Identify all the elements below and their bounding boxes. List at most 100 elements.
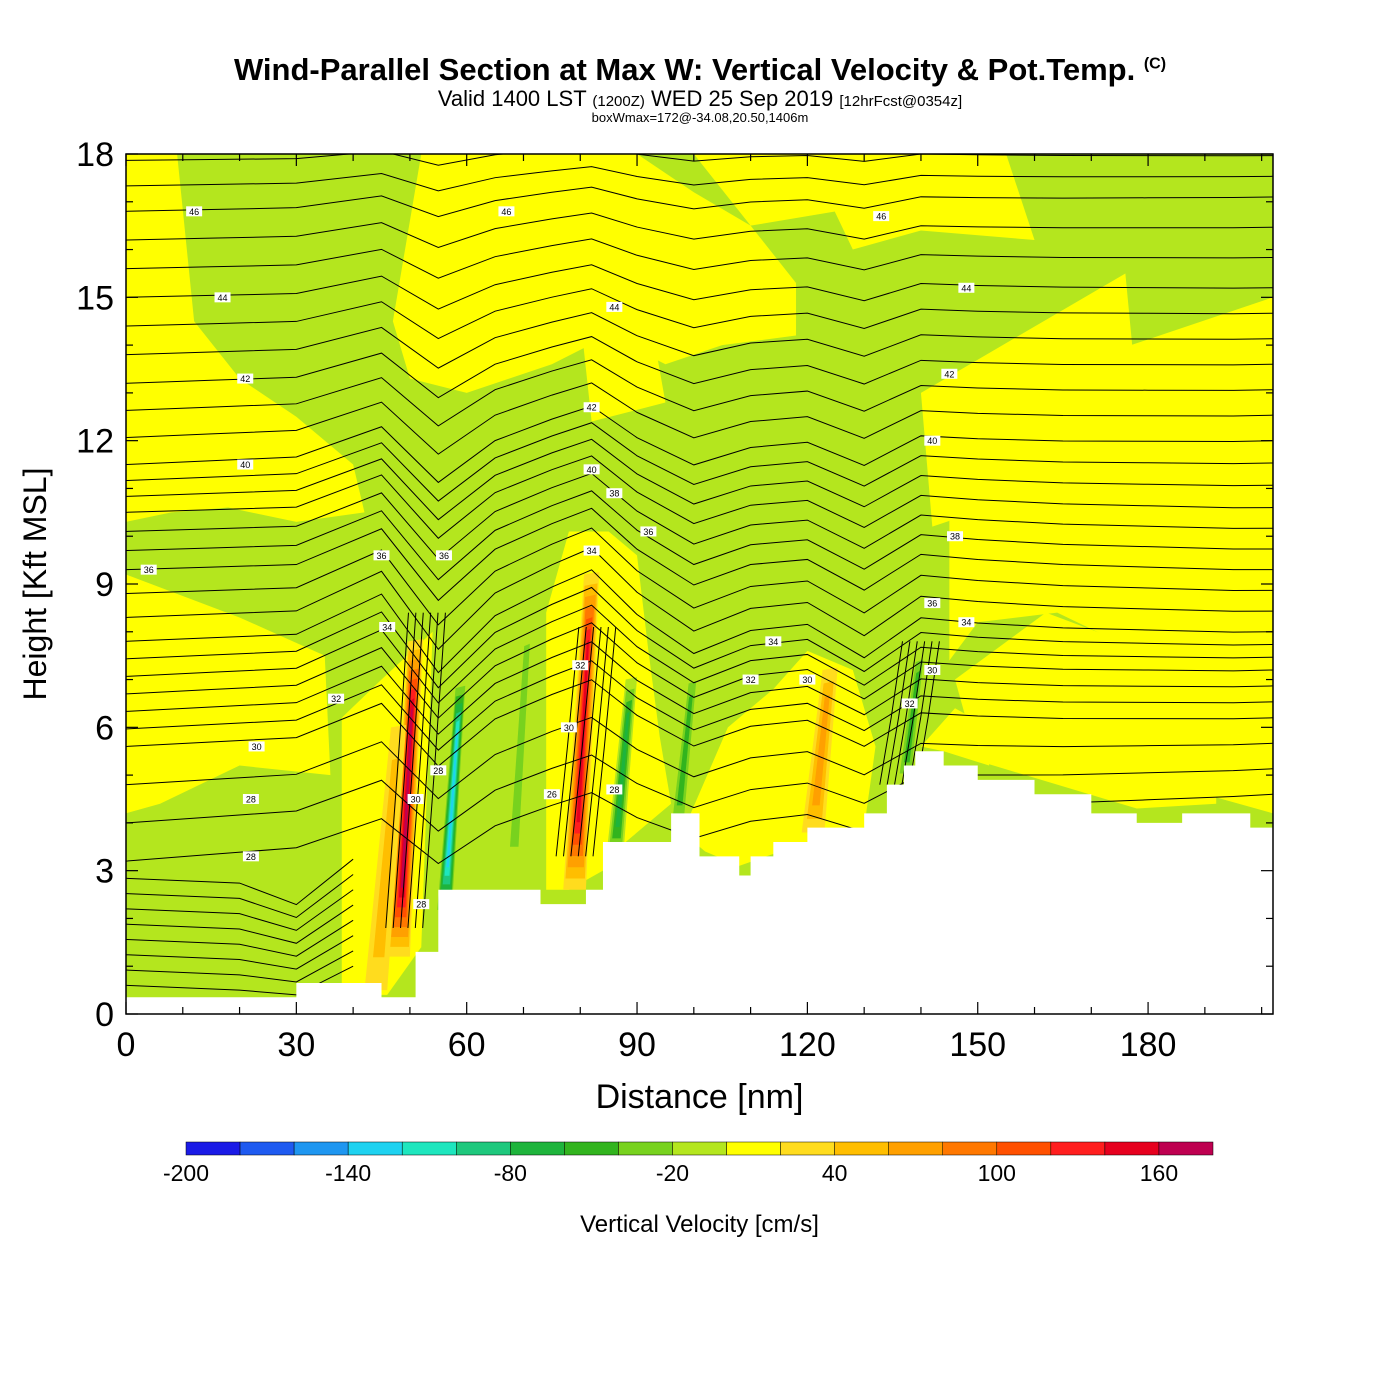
- contour-label-bg-31: [958, 617, 975, 628]
- colorbar-bin-12: [834, 1141, 889, 1156]
- theta-contour-42-1: [126, 312, 1273, 369]
- downdraft-core-4-level-2: [903, 670, 921, 763]
- downdraft-core-1-level-3: [615, 711, 630, 828]
- y-axis-title: Height [Kft MSL]: [17, 468, 53, 701]
- colorbar-bin-18: [1158, 1141, 1214, 1156]
- steep-contour-2-3: [901, 641, 926, 785]
- steep-contour-0-3: [407, 612, 432, 929]
- contour-label-27: 34: [768, 637, 778, 647]
- contour-label-17: 32: [575, 661, 585, 671]
- chart-title-text: Wind-Parallel Section at Max W: Vertical…: [233, 52, 1136, 87]
- contour-label-29: 32: [905, 699, 915, 709]
- contour-label-bg-2: [248, 741, 265, 752]
- colorbar-tick-label-1: -140: [325, 1160, 371, 1186]
- weak-updraft-region-2: [392, 154, 797, 393]
- low-level-contour-0: [126, 965, 354, 996]
- colorbar-bin-13: [888, 1141, 943, 1156]
- colorbar-bin-4: [401, 1141, 457, 1156]
- x-tick-label-120: 120: [779, 1026, 836, 1064]
- contour-label-1: 28: [246, 795, 256, 805]
- contour-label-bg-13: [413, 899, 430, 910]
- contour-label-12: 30: [411, 795, 421, 805]
- theta-contour-44-2: [126, 212, 1273, 248]
- contour-label-3: 32: [331, 694, 341, 704]
- theta-contour-46-0: [126, 186, 1273, 218]
- contour-label-8: 40: [240, 460, 250, 470]
- contour-label-0: 28: [246, 852, 256, 862]
- contour-label-bg-23: [606, 301, 623, 312]
- colorbar-bin-7: [564, 1141, 619, 1156]
- theta-contour-36-2: [126, 472, 1273, 560]
- colorbar-tick-label-0: -200: [163, 1160, 209, 1186]
- contour-label-bg-22: [583, 402, 600, 413]
- contour-label-bg-34: [924, 435, 941, 446]
- contour-label-bg-1: [242, 794, 259, 804]
- contour-label-bg-19: [640, 526, 657, 537]
- contour-label-28: 30: [802, 675, 812, 685]
- theta-contour-30-2: [126, 641, 1273, 735]
- y-tick-label-3: 3: [95, 853, 114, 891]
- colorbar-bin-14: [942, 1141, 998, 1156]
- weak-updraft-region-13: [920, 708, 990, 766]
- weak-updraft-region-9: [466, 249, 535, 307]
- contour-label-19: 36: [643, 527, 653, 537]
- theta-contour-34-1: [126, 547, 1273, 651]
- colorbar-bin-8: [618, 1141, 673, 1156]
- contour-label-bg-3: [328, 693, 345, 704]
- low-level-contour-5: [126, 889, 354, 931]
- contour-label-bg-17: [572, 660, 589, 671]
- y-tick-label-12: 12: [76, 423, 114, 461]
- colorbar-tick-label-3: -20: [656, 1160, 689, 1186]
- chart-title: Wind-Parallel Section at Max W: Vertical…: [0, 52, 1400, 88]
- steep-contour-0-2: [400, 612, 424, 929]
- contour-label-33: 38: [950, 532, 960, 542]
- colorbar-bin-1: [239, 1141, 295, 1156]
- x-tick-label-30: 30: [277, 1026, 315, 1064]
- contour-label-bg-26: [742, 674, 759, 685]
- weak-updraft-region-8: [693, 154, 865, 226]
- downdraft-core-3-level-1: [509, 643, 530, 847]
- theta-contour-42-2: [126, 288, 1273, 340]
- colorbar-tick-label-5: 100: [978, 1160, 1016, 1186]
- low-level-contour-2: [126, 935, 354, 970]
- contour-label-7: 36: [439, 551, 449, 561]
- colorbar: -200 -140 -80 -20 40 100 160 Vertical Velocity …: [163, 1141, 1214, 1238]
- theta-contours: [126, 154, 1273, 996]
- colorbar-bin-5: [456, 1141, 511, 1156]
- colorbar-title: Vertical Velocity [cm/s]: [580, 1211, 819, 1238]
- colorbar-bin-9: [672, 1141, 727, 1156]
- contour-label-5: 36: [144, 565, 154, 575]
- contour-label-bg-36: [958, 282, 975, 293]
- colorbar-bin-16: [1050, 1141, 1106, 1156]
- contour-label-bg-29: [901, 698, 918, 709]
- low-level-contour-1: [126, 950, 354, 983]
- contour-label-bg-37: [873, 211, 890, 222]
- theta-contour-38-1: [126, 438, 1273, 521]
- theta-contour-42-0: [126, 336, 1273, 399]
- theta-contour-28-2: [126, 716, 1273, 800]
- box-wmax-line: boxWmax=172@-34.08,20.50,1406m: [591, 110, 809, 125]
- theta-contour-46-2: [126, 154, 1273, 166]
- theta-contour-34-2: [126, 527, 1273, 626]
- theta-contour-34-0: [126, 569, 1273, 674]
- contour-label-20: 38: [609, 489, 619, 499]
- theta-contour-32-2: [126, 586, 1273, 689]
- theta-contour-30-1: [126, 660, 1273, 751]
- axis-ticks: [125, 153, 1273, 1015]
- contour-label-bg-8: [237, 459, 254, 470]
- colorbar-tick-label-6: 160: [1140, 1160, 1178, 1186]
- contour-label-bg-4: [379, 622, 396, 632]
- valid-prefix: Valid 1400 LST: [437, 86, 587, 111]
- contour-label-bg-28: [799, 674, 816, 685]
- contour-label-24: 46: [501, 207, 511, 217]
- steep-contour-2-0: [879, 641, 903, 785]
- steep-contour-1-3: [577, 626, 602, 857]
- y-tick-label-18: 18: [76, 136, 114, 174]
- theta-contour-44-0: [126, 264, 1273, 310]
- terrain: [126, 751, 1273, 1014]
- contour-label-10: 44: [218, 293, 228, 303]
- valid-time-line: Valid 1400 LST (1200Z) WED 25 Sep 2019 […: [0, 86, 1400, 112]
- steep-contour-1-2: [570, 626, 595, 857]
- contour-label-21: 40: [587, 465, 597, 475]
